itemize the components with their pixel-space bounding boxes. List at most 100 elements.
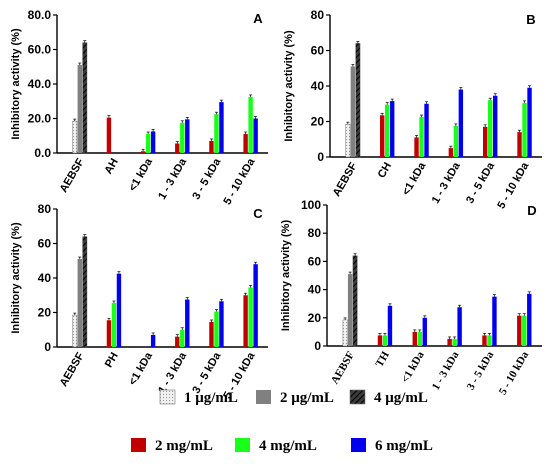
x-tick-label: 3 - 5 kDa [190, 156, 223, 202]
x-tick-label: 1 - 3 kDa [430, 349, 462, 392]
x-tick-label: CH [376, 160, 394, 180]
legend-label: 4 mg/mL [259, 438, 317, 454]
bar-3-5-kda-s3 [209, 140, 214, 153]
bar-1-3-kda-s4 [453, 125, 459, 157]
bar-1-3-kda-s3 [175, 336, 180, 347]
y-tick-label: 0 [44, 340, 51, 354]
bar-3-5-kda-s3 [482, 335, 487, 346]
bar-aebsf-s1 [347, 274, 353, 346]
legend-label: 4 μg/mL [374, 390, 428, 406]
legend-swatch [256, 390, 271, 404]
x-tick-label: 3 - 5 kDa [464, 160, 497, 206]
y-tick-label: 60.0 [28, 43, 52, 57]
bar-5-10-kda-s4 [248, 96, 253, 153]
bar-1-3-kda-s4 [180, 122, 185, 153]
y-tick-label: 60 [38, 237, 52, 251]
bar--1-kda-s3 [412, 331, 417, 346]
bar-3-5-kda-s4 [487, 335, 492, 346]
bar--1-kda-s4 [145, 134, 151, 153]
y-tick-label: 80 [38, 202, 52, 216]
bar-3-5-kda-s5 [493, 95, 498, 157]
bar-th-s3 [377, 335, 383, 346]
x-tick-label: 1 - 3 kDa [156, 350, 189, 396]
legend-swatch [235, 438, 250, 452]
x-tick-label: 3 - 5 kDa [190, 350, 223, 396]
x-tick-label: <1 kDa [399, 349, 427, 385]
bar-5-10-kda-s3 [243, 295, 248, 347]
y-tick-label: 40 [311, 79, 325, 93]
panel-label: D [527, 203, 536, 218]
legend-label: 6 mg/mL [375, 438, 433, 454]
y-axis-label: Inhibitory activity (%) [280, 220, 292, 332]
bar-3-5-kda-s3 [483, 126, 488, 157]
bar-3-5-kda-s3 [209, 321, 214, 347]
x-tick-label: 1 - 3 kDa [156, 156, 189, 202]
bar-aebsf-s0 [72, 314, 78, 348]
x-tick-label: PH [103, 350, 121, 369]
x-tick-label: AEBSF [331, 160, 360, 199]
bar-aebsf-s2 [82, 42, 88, 154]
bar-1-3-kda-s5 [457, 307, 462, 346]
chart-panel-b: 0 20 40 60 80 Inhibitory activity (%) B AEBSF CH… [283, 8, 542, 211]
bar-ch-s3 [380, 115, 385, 157]
bar-1-3-kda-s4 [452, 338, 457, 346]
bar-5-10-kda-s3 [243, 134, 248, 153]
legend-label: 1 μg/mL [184, 390, 238, 406]
y-tick-label: 40.0 [28, 77, 52, 91]
legend-swatch [131, 438, 146, 452]
bar--1-kda-s5 [150, 131, 156, 153]
bar--1-kda-s4 [419, 117, 424, 157]
legend-swatch [159, 389, 176, 405]
bar-3-5-kda-s4 [214, 114, 219, 153]
bar-ah-s3 [106, 117, 112, 153]
bar-5-10-kda-s5 [527, 293, 532, 346]
bar--1-kda-s3 [414, 137, 419, 157]
y-tick-label: 40 [38, 271, 52, 285]
bar-5-10-kda-s5 [527, 87, 532, 157]
y-tick-label: 60 [308, 254, 322, 268]
y-tick-label: 20.0 [28, 112, 52, 126]
bar-3-5-kda-s4 [214, 311, 219, 347]
bar-aebsf-s1 [77, 65, 82, 153]
bar-5-10-kda-s3 [517, 132, 522, 157]
x-tick-label: 1 - 3 kDa [430, 160, 463, 206]
bar-5-10-kda-s4 [522, 102, 527, 157]
legend-item: 2 mg/mL [131, 438, 213, 454]
bar-th-s5 [387, 305, 393, 346]
bar-1-3-kda-s3 [175, 143, 180, 153]
bar-5-10-kda-s4 [248, 287, 253, 347]
legend-swatch [349, 389, 366, 405]
bar-3-5-kda-s4 [488, 100, 493, 157]
bar-1-3-kda-s3 [448, 148, 454, 157]
bar-ch-s4 [385, 104, 390, 157]
x-tick-label: <1 kDa [400, 160, 429, 198]
bar-aebsf-s0 [342, 319, 348, 347]
y-tick-label: 20 [311, 115, 325, 129]
panel-label: B [526, 12, 535, 27]
chart-panel-c: 0 20 40 60 80 Inhibitory activity (%) C AEBSF PH… [10, 202, 268, 401]
bar-ph-s4 [111, 303, 117, 347]
bar-1-3-kda-s4 [180, 329, 185, 347]
y-tick-label: 0 [317, 150, 324, 164]
x-tick-label: 5 - 10 kDa [221, 156, 258, 207]
bar-aebsf-s2 [82, 236, 88, 348]
bar-aebsf-s2 [355, 43, 361, 158]
y-tick-label: 0 [314, 339, 321, 353]
y-axis-label: Inhibitory activity (%) [283, 30, 295, 142]
legend-label: 2 mg/mL [155, 438, 213, 454]
y-tick-label: 80 [311, 8, 325, 22]
legend-item: 6 mg/mL [351, 438, 433, 454]
bar--1-kda-s4 [417, 331, 422, 346]
y-axis-label: Inhibitory activity (%) [10, 28, 22, 140]
y-tick-label: 80.0 [28, 8, 52, 22]
bar-aebsf-s2 [352, 255, 358, 347]
bar-aebsf-s1 [77, 259, 82, 347]
y-tick-label: 20 [308, 311, 322, 325]
x-tick-label: 5 - 10 kDa [497, 349, 532, 397]
x-tick-label: AEBSF [329, 349, 357, 386]
y-tick-label: 80 [308, 226, 322, 240]
bar--1-kda-s5 [422, 317, 427, 346]
chart-panel-d: 0 20 40 60 80 100 Inhibitory activity (%) D AEBS… [280, 198, 542, 397]
legend-label: 2 μg/mL [280, 390, 334, 406]
